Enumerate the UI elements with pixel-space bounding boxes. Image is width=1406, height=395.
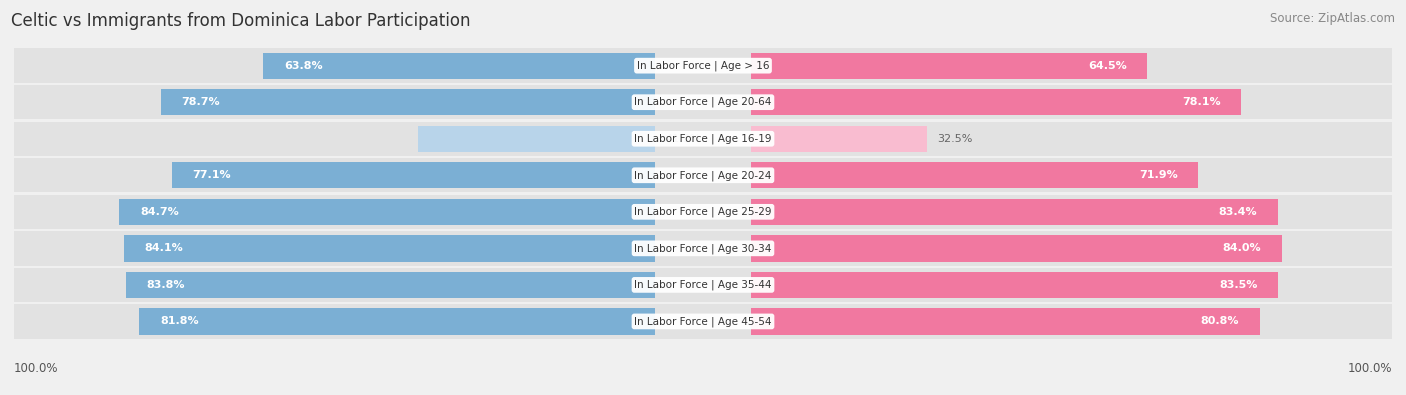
Bar [751, 272, 1278, 298]
Text: In Labor Force | Age > 16: In Labor Force | Age > 16 [637, 60, 769, 71]
Text: 81.8%: 81.8% [160, 316, 198, 326]
Bar [172, 162, 655, 188]
Bar [751, 53, 1147, 79]
Bar [703, 85, 1392, 119]
Text: 84.1%: 84.1% [145, 243, 183, 253]
Text: Celtic vs Immigrants from Dominica Labor Participation: Celtic vs Immigrants from Dominica Labor… [11, 12, 471, 30]
Bar [14, 49, 703, 83]
Legend: Celtic, Immigrants from Dominica: Celtic, Immigrants from Dominica [572, 393, 834, 395]
Bar [139, 308, 655, 335]
Bar [14, 268, 703, 302]
Bar [14, 304, 703, 339]
Bar [14, 122, 703, 156]
Text: In Labor Force | Age 20-24: In Labor Force | Age 20-24 [634, 170, 772, 181]
Text: In Labor Force | Age 20-64: In Labor Force | Age 20-64 [634, 97, 772, 107]
Bar [703, 49, 1392, 83]
Bar [703, 195, 1392, 229]
Bar [751, 162, 1198, 188]
Text: 100.0%: 100.0% [1347, 362, 1392, 374]
Text: In Labor Force | Age 30-34: In Labor Force | Age 30-34 [634, 243, 772, 254]
Text: Source: ZipAtlas.com: Source: ZipAtlas.com [1270, 12, 1395, 25]
Bar [751, 308, 1260, 335]
Bar [751, 235, 1282, 261]
Bar [703, 304, 1392, 339]
Bar [160, 89, 655, 115]
Bar [419, 126, 655, 152]
Text: In Labor Force | Age 25-29: In Labor Force | Age 25-29 [634, 207, 772, 217]
Bar [124, 235, 655, 261]
Bar [751, 126, 927, 152]
Text: 71.9%: 71.9% [1139, 170, 1178, 180]
Bar [703, 122, 1392, 156]
Text: 63.8%: 63.8% [284, 61, 323, 71]
Text: 41.3%: 41.3% [665, 134, 700, 144]
Text: In Labor Force | Age 16-19: In Labor Force | Age 16-19 [634, 134, 772, 144]
Bar [703, 158, 1392, 192]
Bar [125, 272, 655, 298]
Text: 84.7%: 84.7% [141, 207, 179, 217]
Text: 83.5%: 83.5% [1219, 280, 1257, 290]
Bar [14, 231, 703, 265]
Text: 64.5%: 64.5% [1088, 61, 1126, 71]
Text: 32.5%: 32.5% [938, 134, 973, 144]
Bar [751, 89, 1241, 115]
Bar [14, 195, 703, 229]
Text: 100.0%: 100.0% [14, 362, 59, 374]
Text: 83.8%: 83.8% [146, 280, 184, 290]
Bar [263, 53, 655, 79]
Text: In Labor Force | Age 35-44: In Labor Force | Age 35-44 [634, 280, 772, 290]
Text: 80.8%: 80.8% [1201, 316, 1239, 326]
Text: 84.0%: 84.0% [1222, 243, 1261, 253]
Text: 78.7%: 78.7% [181, 97, 221, 107]
Bar [703, 231, 1392, 265]
Bar [14, 85, 703, 119]
Bar [120, 199, 655, 225]
Text: 83.4%: 83.4% [1218, 207, 1257, 217]
Bar [14, 158, 703, 192]
Bar [751, 199, 1278, 225]
Text: 77.1%: 77.1% [193, 170, 231, 180]
Text: 78.1%: 78.1% [1182, 97, 1220, 107]
Text: In Labor Force | Age 45-54: In Labor Force | Age 45-54 [634, 316, 772, 327]
Bar [703, 268, 1392, 302]
